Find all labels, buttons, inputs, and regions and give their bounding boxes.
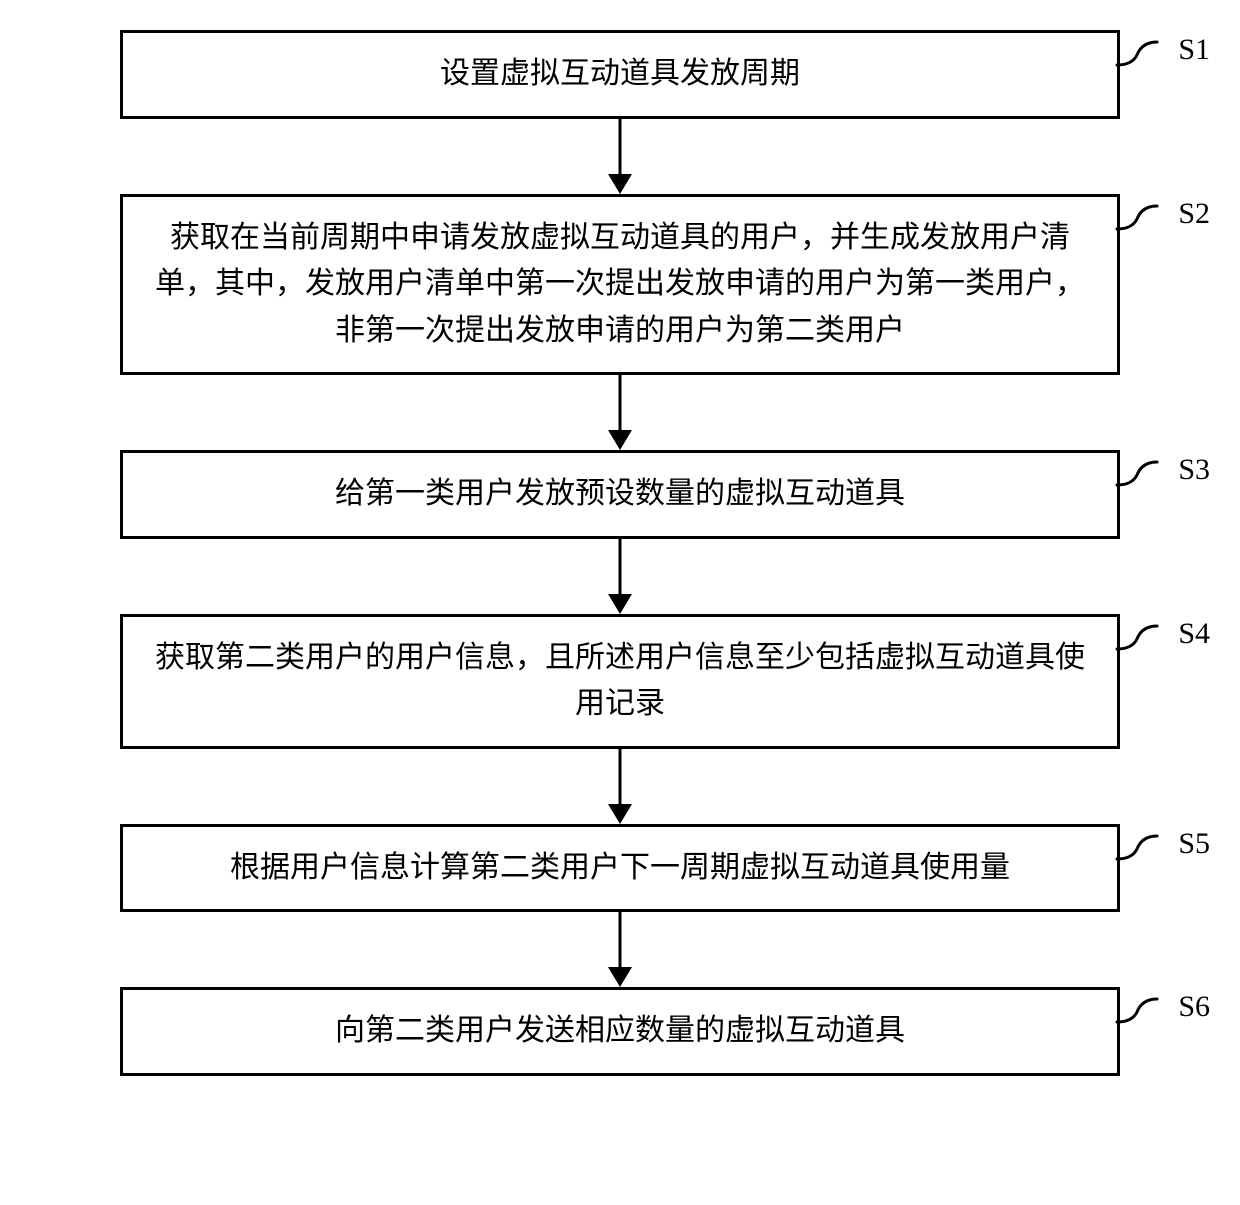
curly-bracket-icon xyxy=(1112,824,1172,864)
step-text: 向第二类用户发送相应数量的虚拟互动道具 xyxy=(335,1008,905,1055)
step-box-s6: 向第二类用户发送相应数量的虚拟互动道具 xyxy=(120,987,1120,1076)
curly-bracket-icon xyxy=(1112,30,1172,70)
step-row: 获取第二类用户的用户信息，且所述用户信息至少包括虚拟互动道具使用记录 S4 xyxy=(0,614,1240,749)
arrow-down-icon xyxy=(600,539,640,614)
arrow-down-icon xyxy=(600,749,640,824)
arrow-connector xyxy=(0,119,1240,194)
step-id-text: S1 xyxy=(1178,33,1210,67)
curly-bracket-icon xyxy=(1112,194,1172,234)
step-label-s1: S1 xyxy=(1112,30,1210,70)
flowchart-container: 设置虚拟互动道具发放周期 S1 获取在当前周期中申请发放虚拟互动道具的用户，并生… xyxy=(0,30,1240,1076)
arrow-connector xyxy=(0,749,1240,824)
step-label-s3: S3 xyxy=(1112,450,1210,490)
step-id-text: S2 xyxy=(1178,197,1210,231)
arrow-down-icon xyxy=(600,119,640,194)
step-text: 获取第二类用户的用户信息，且所述用户信息至少包括虚拟互动道具使用记录 xyxy=(153,635,1087,728)
arrow-down-icon xyxy=(600,375,640,450)
step-label-s6: S6 xyxy=(1112,987,1210,1027)
step-text: 设置虚拟互动道具发放周期 xyxy=(440,51,800,98)
step-text: 根据用户信息计算第二类用户下一周期虚拟互动道具使用量 xyxy=(230,845,1010,892)
arrow-connector xyxy=(0,375,1240,450)
step-label-s5: S5 xyxy=(1112,824,1210,864)
step-id-text: S3 xyxy=(1178,453,1210,487)
arrow-connector xyxy=(0,912,1240,987)
step-row: 给第一类用户发放预设数量的虚拟互动道具 S3 xyxy=(0,450,1240,539)
arrow-connector xyxy=(0,539,1240,614)
step-id-text: S4 xyxy=(1178,617,1210,651)
curly-bracket-icon xyxy=(1112,987,1172,1027)
step-box-s1: 设置虚拟互动道具发放周期 xyxy=(120,30,1120,119)
step-row: 根据用户信息计算第二类用户下一周期虚拟互动道具使用量 S5 xyxy=(0,824,1240,913)
arrow-down-icon xyxy=(600,912,640,987)
step-box-s3: 给第一类用户发放预设数量的虚拟互动道具 xyxy=(120,450,1120,539)
step-box-s4: 获取第二类用户的用户信息，且所述用户信息至少包括虚拟互动道具使用记录 xyxy=(120,614,1120,749)
step-text: 给第一类用户发放预设数量的虚拟互动道具 xyxy=(335,471,905,518)
step-label-s2: S2 xyxy=(1112,194,1210,234)
step-row: 获取在当前周期中申请发放虚拟互动道具的用户，并生成发放用户清单，其中，发放用户清… xyxy=(0,194,1240,376)
step-text: 获取在当前周期中申请发放虚拟互动道具的用户，并生成发放用户清单，其中，发放用户清… xyxy=(153,215,1087,355)
curly-bracket-icon xyxy=(1112,450,1172,490)
step-box-s2: 获取在当前周期中申请发放虚拟互动道具的用户，并生成发放用户清单，其中，发放用户清… xyxy=(120,194,1120,376)
step-row: 向第二类用户发送相应数量的虚拟互动道具 S6 xyxy=(0,987,1240,1076)
step-label-s4: S4 xyxy=(1112,614,1210,654)
step-id-text: S5 xyxy=(1178,827,1210,861)
curly-bracket-icon xyxy=(1112,614,1172,654)
step-box-s5: 根据用户信息计算第二类用户下一周期虚拟互动道具使用量 xyxy=(120,824,1120,913)
step-id-text: S6 xyxy=(1178,990,1210,1024)
step-row: 设置虚拟互动道具发放周期 S1 xyxy=(0,30,1240,119)
